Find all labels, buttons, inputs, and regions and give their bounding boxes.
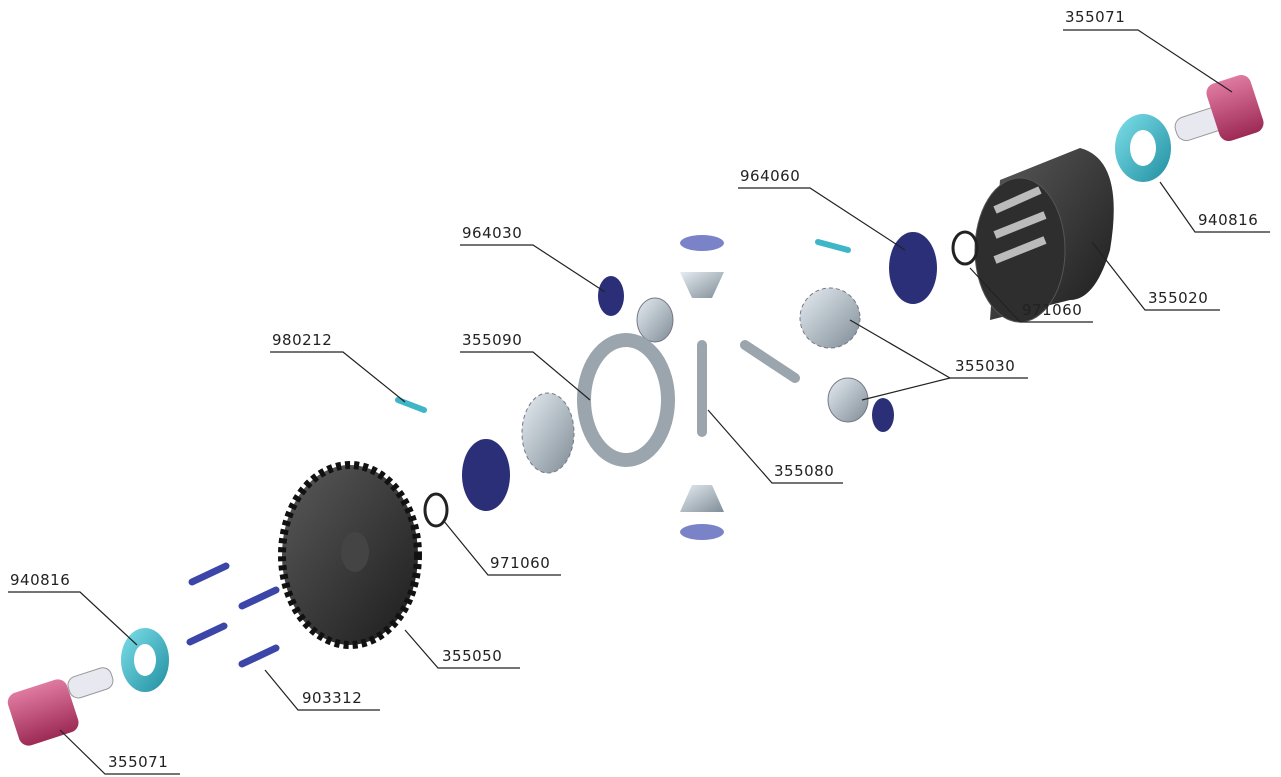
- leader: [460, 352, 590, 400]
- leader: [8, 592, 137, 645]
- leader: [1063, 30, 1232, 92]
- washer: [598, 276, 624, 316]
- side-gear: [800, 288, 860, 348]
- page: {"parts": ["355071", "940816", "355020",…: [0, 0, 1281, 777]
- bearing-hole: [134, 644, 156, 676]
- parts-art: [5, 72, 1266, 748]
- cup: [1204, 72, 1266, 143]
- part-label: 355050: [442, 647, 502, 665]
- part-label: 971060: [1022, 301, 1082, 319]
- planet-gear: [680, 485, 724, 512]
- screws: [190, 566, 276, 664]
- pin: [818, 242, 848, 250]
- spur-hub: [341, 532, 369, 572]
- cup-shaft: [66, 665, 116, 700]
- part-label: 355030: [955, 357, 1015, 375]
- planet-gear: [680, 272, 724, 298]
- washer: [462, 439, 510, 511]
- bearing-hole: [1130, 130, 1156, 166]
- washer: [680, 524, 724, 540]
- part-label: 355090: [462, 331, 522, 349]
- part-label: 903312: [302, 689, 362, 707]
- washer: [680, 235, 724, 251]
- part-label: 980212: [272, 331, 332, 349]
- pin: [398, 400, 424, 410]
- part-label: 964060: [740, 167, 800, 185]
- part-label: 355071: [1065, 8, 1125, 26]
- cross-shaft: [745, 345, 795, 378]
- leader: [460, 245, 605, 292]
- o-ring: [953, 232, 977, 264]
- leader: [862, 378, 950, 400]
- part-label: 971060: [490, 554, 550, 572]
- leader: [270, 352, 405, 402]
- part-label: 355071: [108, 753, 168, 771]
- planet-gear: [637, 298, 673, 342]
- part-label: 355020: [1148, 289, 1208, 307]
- washer: [872, 398, 894, 432]
- exploded-diagram: 355071 940816 355020 971060 964060 35503…: [0, 0, 1281, 777]
- washer: [889, 232, 937, 304]
- leader-lines: [8, 30, 1270, 774]
- labels: 355071 940816 355020 971060 964060 35503…: [10, 8, 1258, 771]
- part-label: 964030: [462, 224, 522, 242]
- part-label: 940816: [1198, 211, 1258, 229]
- gear: [522, 393, 574, 473]
- part-label: 355080: [774, 462, 834, 480]
- gasket: [584, 340, 668, 460]
- part-label: 940816: [10, 571, 70, 589]
